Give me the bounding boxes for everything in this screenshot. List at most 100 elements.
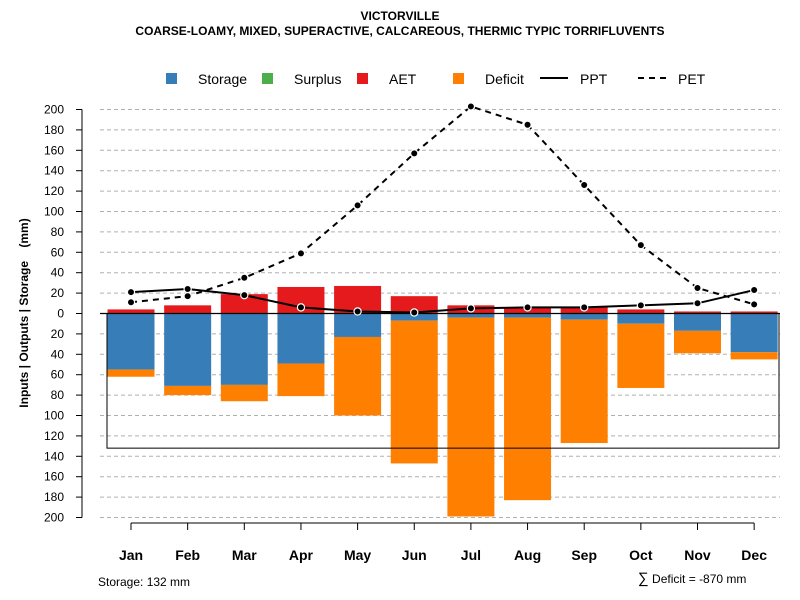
x-tick-label: Mar — [232, 547, 257, 563]
x-tick-label: Apr — [289, 547, 314, 563]
deficit-bar — [560, 319, 608, 444]
deficit-bar — [334, 336, 382, 416]
ppt-point — [693, 299, 702, 308]
y-tick-label: 20 — [51, 327, 65, 341]
aet-bar — [107, 309, 155, 314]
deficit-bar — [504, 317, 552, 501]
ppt-point — [466, 304, 476, 313]
y-tick-label: 60 — [51, 245, 65, 259]
x-tick-label: Nov — [684, 547, 711, 563]
storage-bar — [447, 313, 495, 318]
ppt-point — [296, 303, 306, 312]
ppt-legend-label: PPT — [580, 71, 608, 87]
y-tick-label: 0 — [57, 307, 64, 321]
x-tick-label: Jan — [119, 547, 143, 563]
pet-point — [353, 201, 362, 210]
deficit-bar — [220, 384, 268, 402]
pet-line — [130, 105, 755, 306]
y-tick-label: 80 — [51, 225, 65, 239]
deficit-bar — [730, 352, 778, 360]
y-tick-label: 40 — [51, 347, 65, 361]
storage-bar — [560, 313, 608, 320]
y-tick-label: 60 — [51, 368, 65, 382]
ppt-point — [126, 287, 136, 297]
ppt-point — [240, 290, 249, 300]
ppt-point — [523, 303, 532, 312]
storage-footer: Storage: 132 mm — [98, 575, 191, 589]
pet-point — [580, 180, 589, 190]
storage-legend-label: Storage — [198, 71, 247, 87]
x-tick-label: Jun — [402, 547, 427, 563]
storage-bar — [277, 313, 325, 364]
aet-bar — [730, 311, 778, 314]
storage-bar — [107, 313, 155, 370]
storage-bar — [390, 313, 438, 321]
storage-bar — [220, 313, 268, 385]
x-tick-label: Dec — [741, 547, 767, 563]
storage-bar — [164, 313, 212, 386]
y-tick-label: 100 — [44, 205, 64, 219]
y-tick-label: 200 — [44, 511, 64, 525]
deficit-bar — [107, 369, 155, 377]
chart-title: VICTORVILLE — [360, 9, 440, 23]
pet-point — [296, 249, 306, 258]
y-tick-label: 40 — [51, 266, 65, 280]
surplus-legend-swatch — [262, 73, 273, 84]
ppt-point — [749, 285, 759, 295]
x-tick-label: May — [344, 547, 371, 563]
ppt-point — [353, 307, 362, 316]
ppt-line — [130, 288, 755, 314]
ppt-point — [183, 284, 192, 294]
pet-point — [749, 300, 759, 309]
y-tick-label: 160 — [44, 470, 64, 484]
pet-point — [126, 298, 136, 307]
surplus-legend-label: Surplus — [294, 71, 341, 87]
ppt-point — [580, 303, 589, 312]
y-tick-label: 20 — [51, 286, 65, 300]
chart-subtitle: COARSE-LOAMY, MIXED, SUPERACTIVE, CALCAR… — [135, 24, 665, 38]
series-lines — [126, 102, 759, 317]
storage-legend-swatch — [166, 73, 177, 84]
deficit-bar — [674, 330, 721, 354]
storage-bar — [617, 313, 665, 324]
x-tick-label: Aug — [514, 547, 541, 563]
y-axis-label: Inputs | Outputs | Storage (mm) — [17, 218, 31, 407]
deficit-bar — [277, 363, 325, 397]
x-tick-label: Oct — [629, 547, 653, 563]
aet-bar — [674, 311, 721, 314]
x-tick-label: Feb — [175, 547, 200, 563]
storage-bar — [334, 313, 382, 337]
y-tick-label: 180 — [44, 490, 64, 504]
pet-legend-label: PET — [678, 71, 706, 87]
bars — [100, 285, 780, 517]
aet-bar — [164, 305, 212, 314]
deficit-bar — [617, 323, 665, 388]
deficit-legend-swatch — [453, 73, 464, 84]
aet-legend-label: AET — [389, 71, 417, 87]
deficit-legend-label: Deficit — [485, 71, 524, 87]
grid-lines — [100, 109, 780, 518]
storage-bar — [504, 313, 552, 318]
y-tick-label: 140 — [44, 164, 64, 178]
deficit-bar — [164, 385, 212, 396]
pet-point — [636, 240, 646, 250]
deficit-total: Deficit = -870 mm — [652, 572, 747, 586]
storage-capacity-box — [106, 313, 780, 449]
y-tick-label: 80 — [51, 388, 65, 402]
ppt-point — [410, 308, 419, 317]
y-tick-label: 140 — [44, 449, 64, 463]
aet-bar — [390, 296, 438, 314]
pet-point — [240, 273, 249, 282]
deficit-bar — [447, 317, 495, 517]
x-tick-label: Sep — [571, 547, 597, 563]
pet-point — [693, 283, 702, 293]
sum-symbol: ∑ — [638, 570, 649, 587]
storage-bar — [674, 313, 721, 331]
pet-point — [183, 291, 192, 301]
deficit-footer: ∑ Deficit = -870 mm — [638, 570, 746, 587]
y-tick-label: 180 — [44, 123, 64, 137]
aet-bar — [617, 309, 665, 314]
deficit-bar — [390, 320, 438, 464]
ppt-point — [636, 301, 646, 310]
